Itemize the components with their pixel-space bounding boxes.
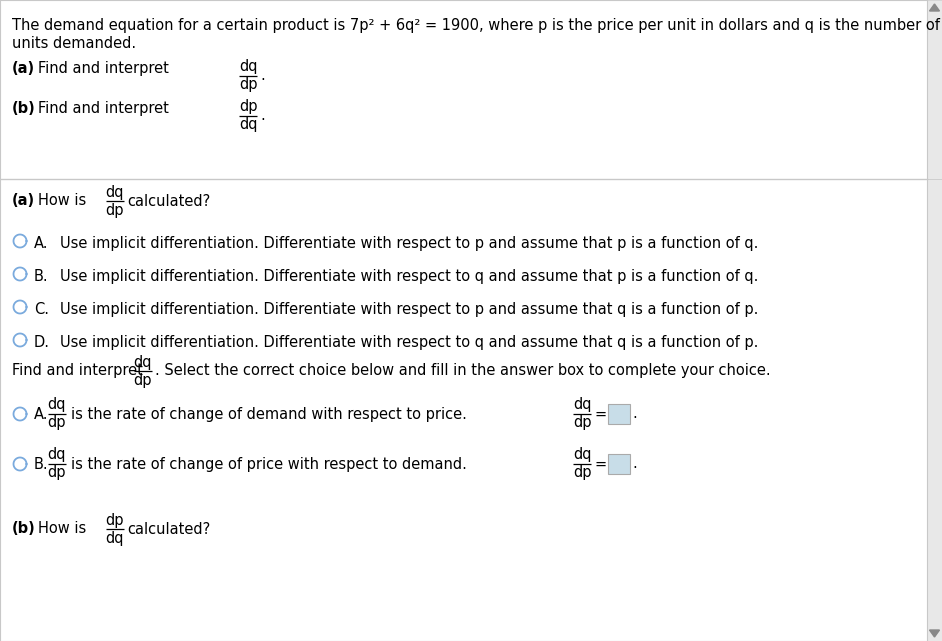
Text: (a): (a)	[12, 61, 35, 76]
Text: dq: dq	[238, 117, 257, 133]
Text: . Select the correct choice below and fill in the answer box to complete your ch: . Select the correct choice below and fi…	[155, 363, 771, 378]
Text: dp: dp	[106, 203, 124, 217]
Text: dq: dq	[48, 447, 66, 463]
Text: dp: dp	[48, 465, 66, 481]
Text: dq: dq	[106, 531, 124, 545]
Text: dp: dp	[134, 372, 153, 388]
Text: dq: dq	[573, 447, 592, 463]
Text: dq: dq	[48, 397, 66, 413]
Text: D.: D.	[34, 335, 50, 350]
Text: (a): (a)	[12, 193, 35, 208]
Text: The demand equation for a certain product is 7p² + 6q² = 1900, where p is the pr: The demand equation for a certain produc…	[12, 18, 940, 33]
Text: dp: dp	[573, 465, 592, 481]
Text: =: =	[594, 406, 606, 422]
Text: calculated?: calculated?	[127, 194, 210, 208]
Text: is the rate of change of price with respect to demand.: is the rate of change of price with resp…	[71, 456, 467, 472]
Text: Use implicit differentiation. Differentiate with respect to p and assume that p : Use implicit differentiation. Differenti…	[60, 236, 758, 251]
Text: dp: dp	[106, 513, 124, 528]
Text: Find and interpret: Find and interpret	[12, 363, 143, 378]
Text: is the rate of change of demand with respect to price.: is the rate of change of demand with res…	[71, 406, 467, 422]
Text: .: .	[632, 406, 637, 422]
Text: dp: dp	[238, 78, 257, 92]
Polygon shape	[930, 630, 939, 637]
Text: B.: B.	[34, 269, 49, 284]
Text: Use implicit differentiation. Differentiate with respect to q and assume that q : Use implicit differentiation. Differenti…	[60, 335, 758, 350]
Bar	[608, 454, 630, 474]
Text: dq: dq	[106, 185, 124, 199]
Text: dp: dp	[238, 99, 257, 115]
Text: (b): (b)	[12, 101, 36, 116]
Bar	[927, 0, 942, 179]
Bar	[0, 179, 927, 641]
Text: (b): (b)	[12, 521, 36, 536]
Text: Find and interpret: Find and interpret	[38, 61, 169, 76]
Bar	[608, 404, 630, 424]
Text: =: =	[594, 456, 606, 472]
Text: Find and interpret: Find and interpret	[38, 101, 169, 116]
Text: dq: dq	[134, 354, 153, 369]
Text: A.: A.	[34, 407, 48, 422]
Text: A.: A.	[34, 236, 48, 251]
Text: dp: dp	[573, 415, 592, 431]
Text: dp: dp	[48, 415, 66, 431]
Polygon shape	[930, 4, 939, 11]
Bar	[927, 179, 942, 641]
Text: Use implicit differentiation. Differentiate with respect to p and assume that q : Use implicit differentiation. Differenti…	[60, 302, 758, 317]
Text: units demanded.: units demanded.	[12, 36, 137, 51]
Text: dq: dq	[573, 397, 592, 413]
Text: .: .	[260, 108, 265, 124]
Bar	[0, 0, 927, 179]
Text: .: .	[632, 456, 637, 472]
Text: .: .	[260, 69, 265, 83]
Text: Use implicit differentiation. Differentiate with respect to q and assume that p : Use implicit differentiation. Differenti…	[60, 269, 758, 284]
Text: C.: C.	[34, 302, 49, 317]
Text: B.: B.	[34, 457, 49, 472]
Text: dq: dq	[238, 60, 257, 74]
Text: calculated?: calculated?	[127, 522, 210, 537]
Text: How is: How is	[38, 521, 87, 536]
Text: How is: How is	[38, 193, 87, 208]
